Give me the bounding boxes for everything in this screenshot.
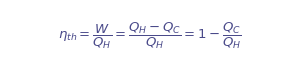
Text: $\eta_{th} = \dfrac{W}{Q_{H}} = \dfrac{Q_{H} - Q_{C}}{Q_{H}} = 1 - \dfrac{Q_{C}}: $\eta_{th} = \dfrac{W}{Q_{H}} = \dfrac{Q… (58, 20, 242, 51)
